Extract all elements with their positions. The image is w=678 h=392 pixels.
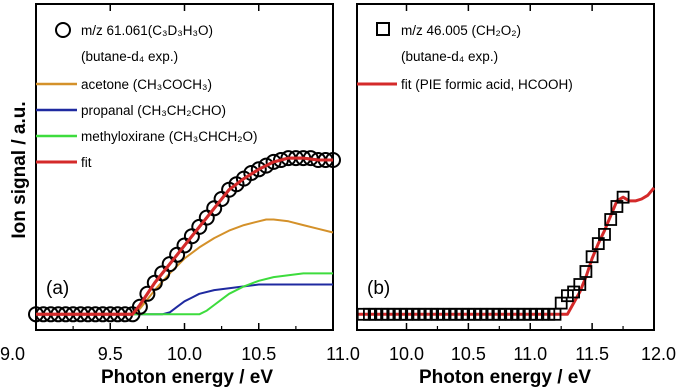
x-tick-label-b-2: 11.0 xyxy=(513,344,547,364)
data-point-b-39 xyxy=(598,227,611,241)
x-tick-label-b-1: 10.5 xyxy=(451,344,486,364)
panel-label-b: (b) xyxy=(367,278,390,299)
legend-b: m/z 46.005 (CH₂O₂) (butane-d₄ exp.) fit … xyxy=(357,22,573,92)
x-tick-label-a-2: 10.0 xyxy=(167,344,202,364)
legend-b-label-fit: fit (PIE formic acid, HCOOH) xyxy=(401,77,573,92)
legend-a-marker-circle xyxy=(55,22,71,38)
legend-b-label-data-sub: (butane-d₄ exp.) xyxy=(401,49,498,64)
x-tick-label-a-1: 9.5 xyxy=(98,344,123,364)
series-line-top-a-4 xyxy=(36,156,333,316)
series-line-a-3 xyxy=(36,272,333,316)
data-point-a-32 xyxy=(265,153,282,170)
data-point-a-14 xyxy=(131,298,148,315)
legend-b-marker-square xyxy=(376,22,390,36)
x-tick-label-b-3: 11.5 xyxy=(575,344,609,364)
series-line-b-1 xyxy=(357,186,656,316)
legend-a-label-propanal: propanal (CH₃CH₂CHO) xyxy=(81,103,226,118)
legend-b-label-data: m/z 46.005 (CH₂O₂) xyxy=(401,23,521,38)
data-point-b-42 xyxy=(616,190,630,204)
data-point-b-36 xyxy=(579,265,593,278)
data-point-a-15 xyxy=(139,285,156,302)
panel-a-content: 9.0 9.5 10.0 10.5 11.0 xyxy=(0,4,360,364)
panel-b-content: 10.0 10.5 11.0 11.5 12.0 xyxy=(356,4,676,364)
data-point-a-30 xyxy=(250,161,267,178)
legend-a-label-acetone: acetone (CH₃COCH₃) xyxy=(81,77,212,92)
panel-label-a: (a) xyxy=(46,278,69,299)
series-line-a-2 xyxy=(36,283,333,316)
legend-a-label-fit: fit xyxy=(81,155,92,170)
x-axis-title-a: Photon energy / eV xyxy=(101,367,273,388)
data-point-a-33 xyxy=(273,152,289,168)
data-point-a-29 xyxy=(243,165,260,181)
x-axis-title-b: Photon energy / eV xyxy=(419,367,591,388)
data-point-b-35 xyxy=(573,278,587,291)
x-tick-label-b-0: 10.0 xyxy=(389,344,424,364)
y-axis-title: Ion signal / a.u. xyxy=(9,101,30,238)
legend-a-label-data: m/z 61.061(C₃D₃H₃O) xyxy=(81,23,213,38)
data-point-b-40 xyxy=(604,213,618,226)
legend-a-label-methyloxirane: methyloxirane (CH₃CHCH₂O) xyxy=(81,129,258,144)
data-point-b-37 xyxy=(585,250,599,264)
x-tick-label-b-4: 12.0 xyxy=(641,344,676,364)
panel-b-frame xyxy=(356,3,655,331)
x-tick-label-a-3: 10.5 xyxy=(241,344,276,364)
legend-a-label-data-sub: (butane-d₄ exp.) xyxy=(81,49,178,64)
x-tick-label-a-4: 11.0 xyxy=(326,344,360,364)
legend-a: m/z 61.061(C₃D₃H₃O) (butane-d₄ exp.) ace… xyxy=(36,22,258,170)
data-point-a-31 xyxy=(258,157,275,174)
x-tick-label-a-0: 9.0 xyxy=(0,344,25,364)
